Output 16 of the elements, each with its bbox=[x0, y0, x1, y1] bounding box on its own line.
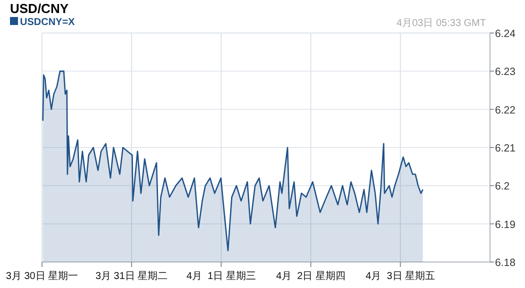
x-tick-label: 4月 2日 星期四 bbox=[276, 270, 346, 282]
y-tick-label: 6.19 bbox=[495, 218, 516, 231]
legend: USDCNY=X bbox=[10, 17, 75, 28]
y-tick-label: 6.18 bbox=[495, 257, 516, 269]
x-tick-label: 3月 30日 星期一 bbox=[6, 270, 78, 282]
y-tick-label: 6.24 bbox=[495, 28, 516, 40]
x-tick-label: 4月 1日 星期三 bbox=[186, 270, 256, 282]
y-tick-label: 6.21 bbox=[495, 142, 516, 154]
y-tick-label: 6.2 bbox=[495, 180, 510, 193]
x-tick-label: 3月 31日 星期二 bbox=[95, 270, 168, 282]
text: 4月03日 05:33 GMT bbox=[396, 18, 486, 29]
y-tick-label: 6.23 bbox=[495, 66, 516, 78]
chart-title: USD/CNY bbox=[10, 1, 69, 16]
y-tick-label: 6.22 bbox=[495, 104, 516, 116]
legend-label: USDCNY=X bbox=[20, 17, 76, 28]
x-tick-label: 4月 3日 星期五 bbox=[366, 270, 436, 282]
